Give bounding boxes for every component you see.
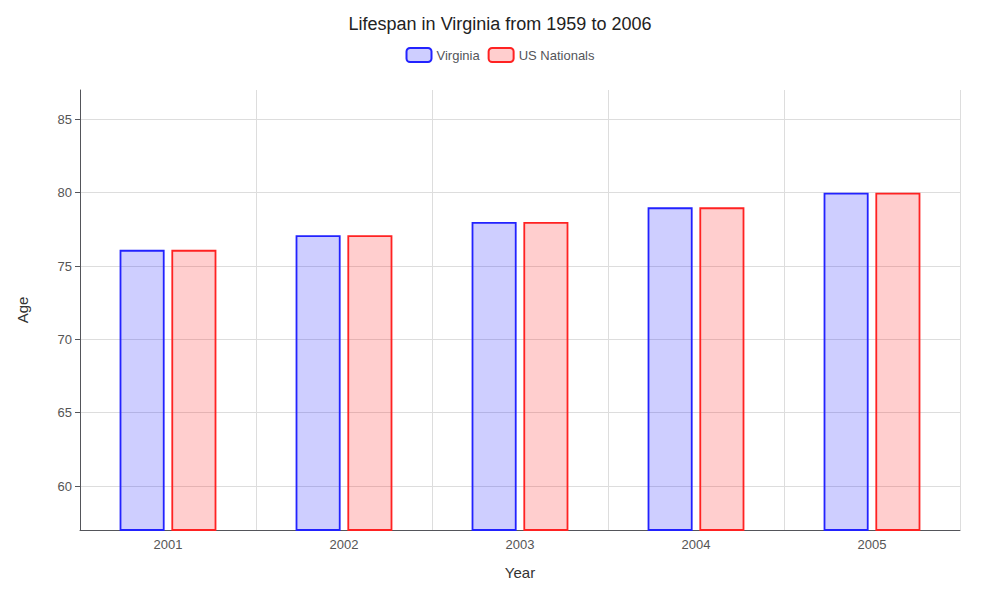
svg-text:60: 60 xyxy=(58,479,72,494)
svg-text:2005: 2005 xyxy=(858,537,887,552)
svg-text:75: 75 xyxy=(58,259,72,274)
svg-text:85: 85 xyxy=(58,112,72,127)
svg-text:2003: 2003 xyxy=(506,537,535,552)
svg-text:Virginia: Virginia xyxy=(437,48,481,63)
svg-text:US Nationals: US Nationals xyxy=(519,48,595,63)
svg-text:2004: 2004 xyxy=(682,537,711,552)
svg-text:Age: Age xyxy=(14,297,31,324)
svg-text:Year: Year xyxy=(505,564,535,581)
svg-text:2002: 2002 xyxy=(330,537,359,552)
svg-text:65: 65 xyxy=(58,405,72,420)
svg-text:Lifespan in Virginia from 1959: Lifespan in Virginia from 1959 to 2006 xyxy=(349,14,652,34)
svg-text:70: 70 xyxy=(58,332,72,347)
svg-text:2001: 2001 xyxy=(154,537,183,552)
svg-text:80: 80 xyxy=(58,185,72,200)
